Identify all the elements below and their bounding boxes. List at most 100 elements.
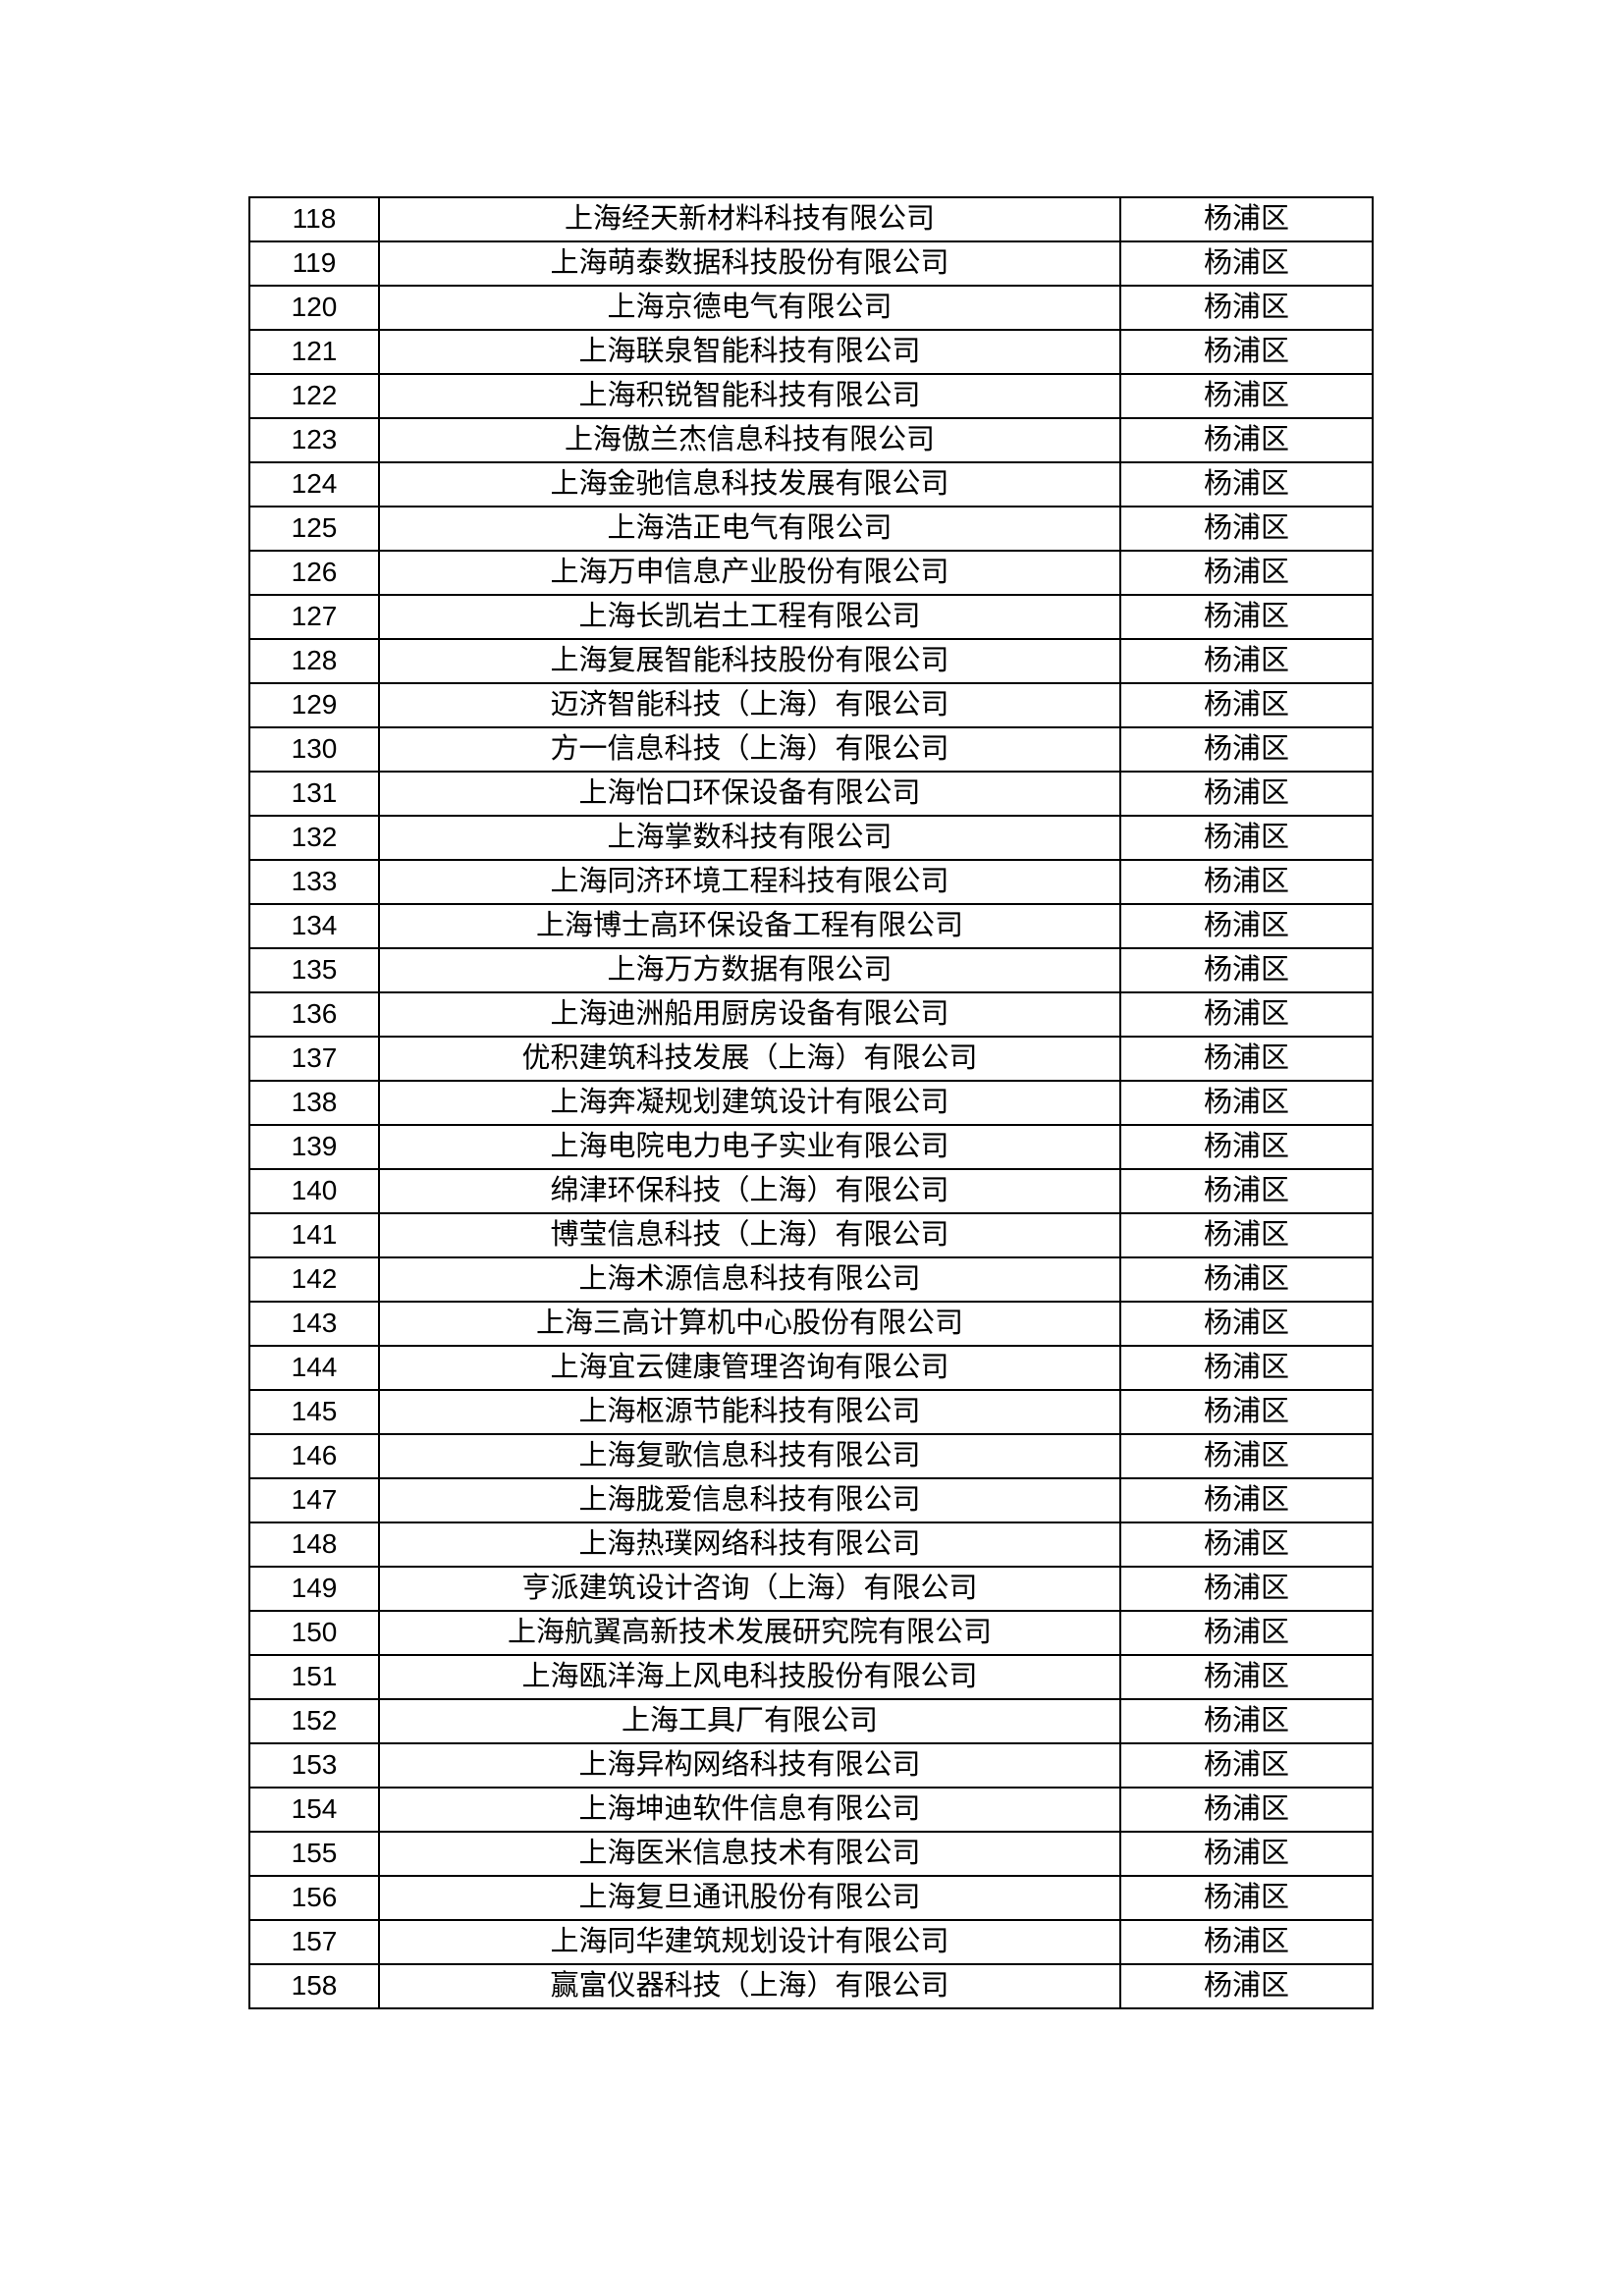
row-number-cell: 118: [248, 196, 380, 242]
district-cell: 杨浦区: [1119, 1787, 1374, 1833]
company-name-cell: 上海经天新材料科技有限公司: [378, 196, 1121, 242]
district-cell: 杨浦区: [1119, 1875, 1374, 1921]
district-cell: 杨浦区: [1119, 285, 1374, 331]
table-row: 133 上海同济环境工程科技有限公司 杨浦区: [248, 859, 1374, 905]
district-cell: 杨浦区: [1119, 1477, 1374, 1523]
table-row: 150 上海航翼高新技术发展研究院有限公司 杨浦区: [248, 1610, 1374, 1656]
row-number-cell: 122: [248, 373, 380, 419]
table-row: 128 上海复展智能科技股份有限公司 杨浦区: [248, 638, 1374, 684]
company-name-cell: 上海异构网络科技有限公司: [378, 1742, 1121, 1789]
district-cell: 杨浦区: [1119, 1742, 1374, 1789]
company-name-cell: 上海博士高环保设备工程有限公司: [378, 903, 1121, 949]
district-cell: 杨浦区: [1119, 1345, 1374, 1391]
table-row: 151 上海瓯洋海上风电科技股份有限公司 杨浦区: [248, 1654, 1374, 1700]
company-name-cell: 上海复歌信息科技有限公司: [378, 1433, 1121, 1479]
row-number-cell: 127: [248, 594, 380, 640]
table-row: 145 上海枢源节能科技有限公司 杨浦区: [248, 1389, 1374, 1435]
table-row: 137 优积建筑科技发展（上海）有限公司 杨浦区: [248, 1036, 1374, 1082]
row-number-cell: 123: [248, 417, 380, 463]
company-name-cell: 迈济智能科技（上海）有限公司: [378, 682, 1121, 728]
district-cell: 杨浦区: [1119, 240, 1374, 287]
table-row: 144 上海宜云健康管理咨询有限公司 杨浦区: [248, 1345, 1374, 1391]
district-cell: 杨浦区: [1119, 1080, 1374, 1126]
company-name-cell: 上海怡口环保设备有限公司: [378, 771, 1121, 817]
company-name-cell: 上海萌泰数据科技股份有限公司: [378, 240, 1121, 287]
district-cell: 杨浦区: [1119, 1698, 1374, 1744]
table-row: 121 上海联泉智能科技有限公司 杨浦区: [248, 329, 1374, 375]
row-number-cell: 120: [248, 285, 380, 331]
table-row: 130 方一信息科技（上海）有限公司 杨浦区: [248, 726, 1374, 773]
district-cell: 杨浦区: [1119, 1919, 1374, 1965]
table-row: 122 上海积锐智能科技有限公司 杨浦区: [248, 373, 1374, 419]
company-name-cell: 上海复展智能科技股份有限公司: [378, 638, 1121, 684]
company-name-cell: 上海复旦通讯股份有限公司: [378, 1875, 1121, 1921]
company-name-cell: 方一信息科技（上海）有限公司: [378, 726, 1121, 773]
table-row: 147 上海胧爱信息科技有限公司 杨浦区: [248, 1477, 1374, 1523]
table-row: 123 上海傲兰杰信息科技有限公司 杨浦区: [248, 417, 1374, 463]
district-cell: 杨浦区: [1119, 1212, 1374, 1258]
row-number-cell: 158: [248, 1963, 380, 2009]
company-name-cell: 上海三高计算机中心股份有限公司: [378, 1301, 1121, 1347]
district-cell: 杨浦区: [1119, 859, 1374, 905]
company-name-cell: 上海掌数科技有限公司: [378, 815, 1121, 861]
table-row: 126 上海万申信息产业股份有限公司 杨浦区: [248, 550, 1374, 596]
district-cell: 杨浦区: [1119, 1610, 1374, 1656]
row-number-cell: 128: [248, 638, 380, 684]
district-cell: 杨浦区: [1119, 1654, 1374, 1700]
company-name-cell: 亨派建筑设计咨询（上海）有限公司: [378, 1566, 1121, 1612]
company-name-cell: 上海迪洲船用厨房设备有限公司: [378, 991, 1121, 1038]
company-name-cell: 上海电院电力电子实业有限公司: [378, 1124, 1121, 1170]
row-number-cell: 137: [248, 1036, 380, 1082]
district-cell: 杨浦区: [1119, 947, 1374, 993]
company-name-cell: 赢富仪器科技（上海）有限公司: [378, 1963, 1121, 2009]
row-number-cell: 155: [248, 1831, 380, 1877]
row-number-cell: 133: [248, 859, 380, 905]
company-name-cell: 绵津环保科技（上海）有限公司: [378, 1168, 1121, 1214]
company-name-cell: 上海医米信息技术有限公司: [378, 1831, 1121, 1877]
district-cell: 杨浦区: [1119, 1036, 1374, 1082]
table-row: 152 上海工具厂有限公司 杨浦区: [248, 1698, 1374, 1744]
row-number-cell: 143: [248, 1301, 380, 1347]
row-number-cell: 148: [248, 1522, 380, 1568]
row-number-cell: 140: [248, 1168, 380, 1214]
table-row: 156 上海复旦通讯股份有限公司 杨浦区: [248, 1875, 1374, 1921]
table-row: 132 上海掌数科技有限公司 杨浦区: [248, 815, 1374, 861]
company-name-cell: 上海同济环境工程科技有限公司: [378, 859, 1121, 905]
row-number-cell: 142: [248, 1256, 380, 1303]
district-cell: 杨浦区: [1119, 991, 1374, 1038]
table-row: 148 上海热璞网络科技有限公司 杨浦区: [248, 1522, 1374, 1568]
table-row: 140 绵津环保科技（上海）有限公司 杨浦区: [248, 1168, 1374, 1214]
row-number-cell: 138: [248, 1080, 380, 1126]
company-name-cell: 上海航翼高新技术发展研究院有限公司: [378, 1610, 1121, 1656]
district-cell: 杨浦区: [1119, 771, 1374, 817]
table-row: 136 上海迪洲船用厨房设备有限公司 杨浦区: [248, 991, 1374, 1038]
row-number-cell: 129: [248, 682, 380, 728]
company-name-cell: 上海瓯洋海上风电科技股份有限公司: [378, 1654, 1121, 1700]
district-cell: 杨浦区: [1119, 1963, 1374, 2009]
company-name-cell: 上海金驰信息科技发展有限公司: [378, 461, 1121, 507]
district-cell: 杨浦区: [1119, 638, 1374, 684]
row-number-cell: 156: [248, 1875, 380, 1921]
table-row: 149 亨派建筑设计咨询（上海）有限公司 杨浦区: [248, 1566, 1374, 1612]
district-cell: 杨浦区: [1119, 461, 1374, 507]
table-row: 155 上海医米信息技术有限公司 杨浦区: [248, 1831, 1374, 1877]
table-row: 146 上海复歌信息科技有限公司 杨浦区: [248, 1433, 1374, 1479]
company-name-cell: 上海奔凝规划建筑设计有限公司: [378, 1080, 1121, 1126]
row-number-cell: 132: [248, 815, 380, 861]
row-number-cell: 139: [248, 1124, 380, 1170]
company-name-cell: 上海积锐智能科技有限公司: [378, 373, 1121, 419]
table-row: 139 上海电院电力电子实业有限公司 杨浦区: [248, 1124, 1374, 1170]
table-row: 129 迈济智能科技（上海）有限公司 杨浦区: [248, 682, 1374, 728]
table-row: 124 上海金驰信息科技发展有限公司 杨浦区: [248, 461, 1374, 507]
company-name-cell: 上海胧爱信息科技有限公司: [378, 1477, 1121, 1523]
table-row: 143 上海三高计算机中心股份有限公司 杨浦区: [248, 1301, 1374, 1347]
table-row: 127 上海长凯岩土工程有限公司 杨浦区: [248, 594, 1374, 640]
row-number-cell: 153: [248, 1742, 380, 1789]
table-row: 119 上海萌泰数据科技股份有限公司 杨浦区: [248, 240, 1374, 287]
district-cell: 杨浦区: [1119, 815, 1374, 861]
district-cell: 杨浦区: [1119, 1433, 1374, 1479]
table-row: 118 上海经天新材料科技有限公司 杨浦区: [248, 196, 1374, 242]
row-number-cell: 146: [248, 1433, 380, 1479]
company-name-cell: 上海浩正电气有限公司: [378, 506, 1121, 552]
company-name-cell: 上海万申信息产业股份有限公司: [378, 550, 1121, 596]
